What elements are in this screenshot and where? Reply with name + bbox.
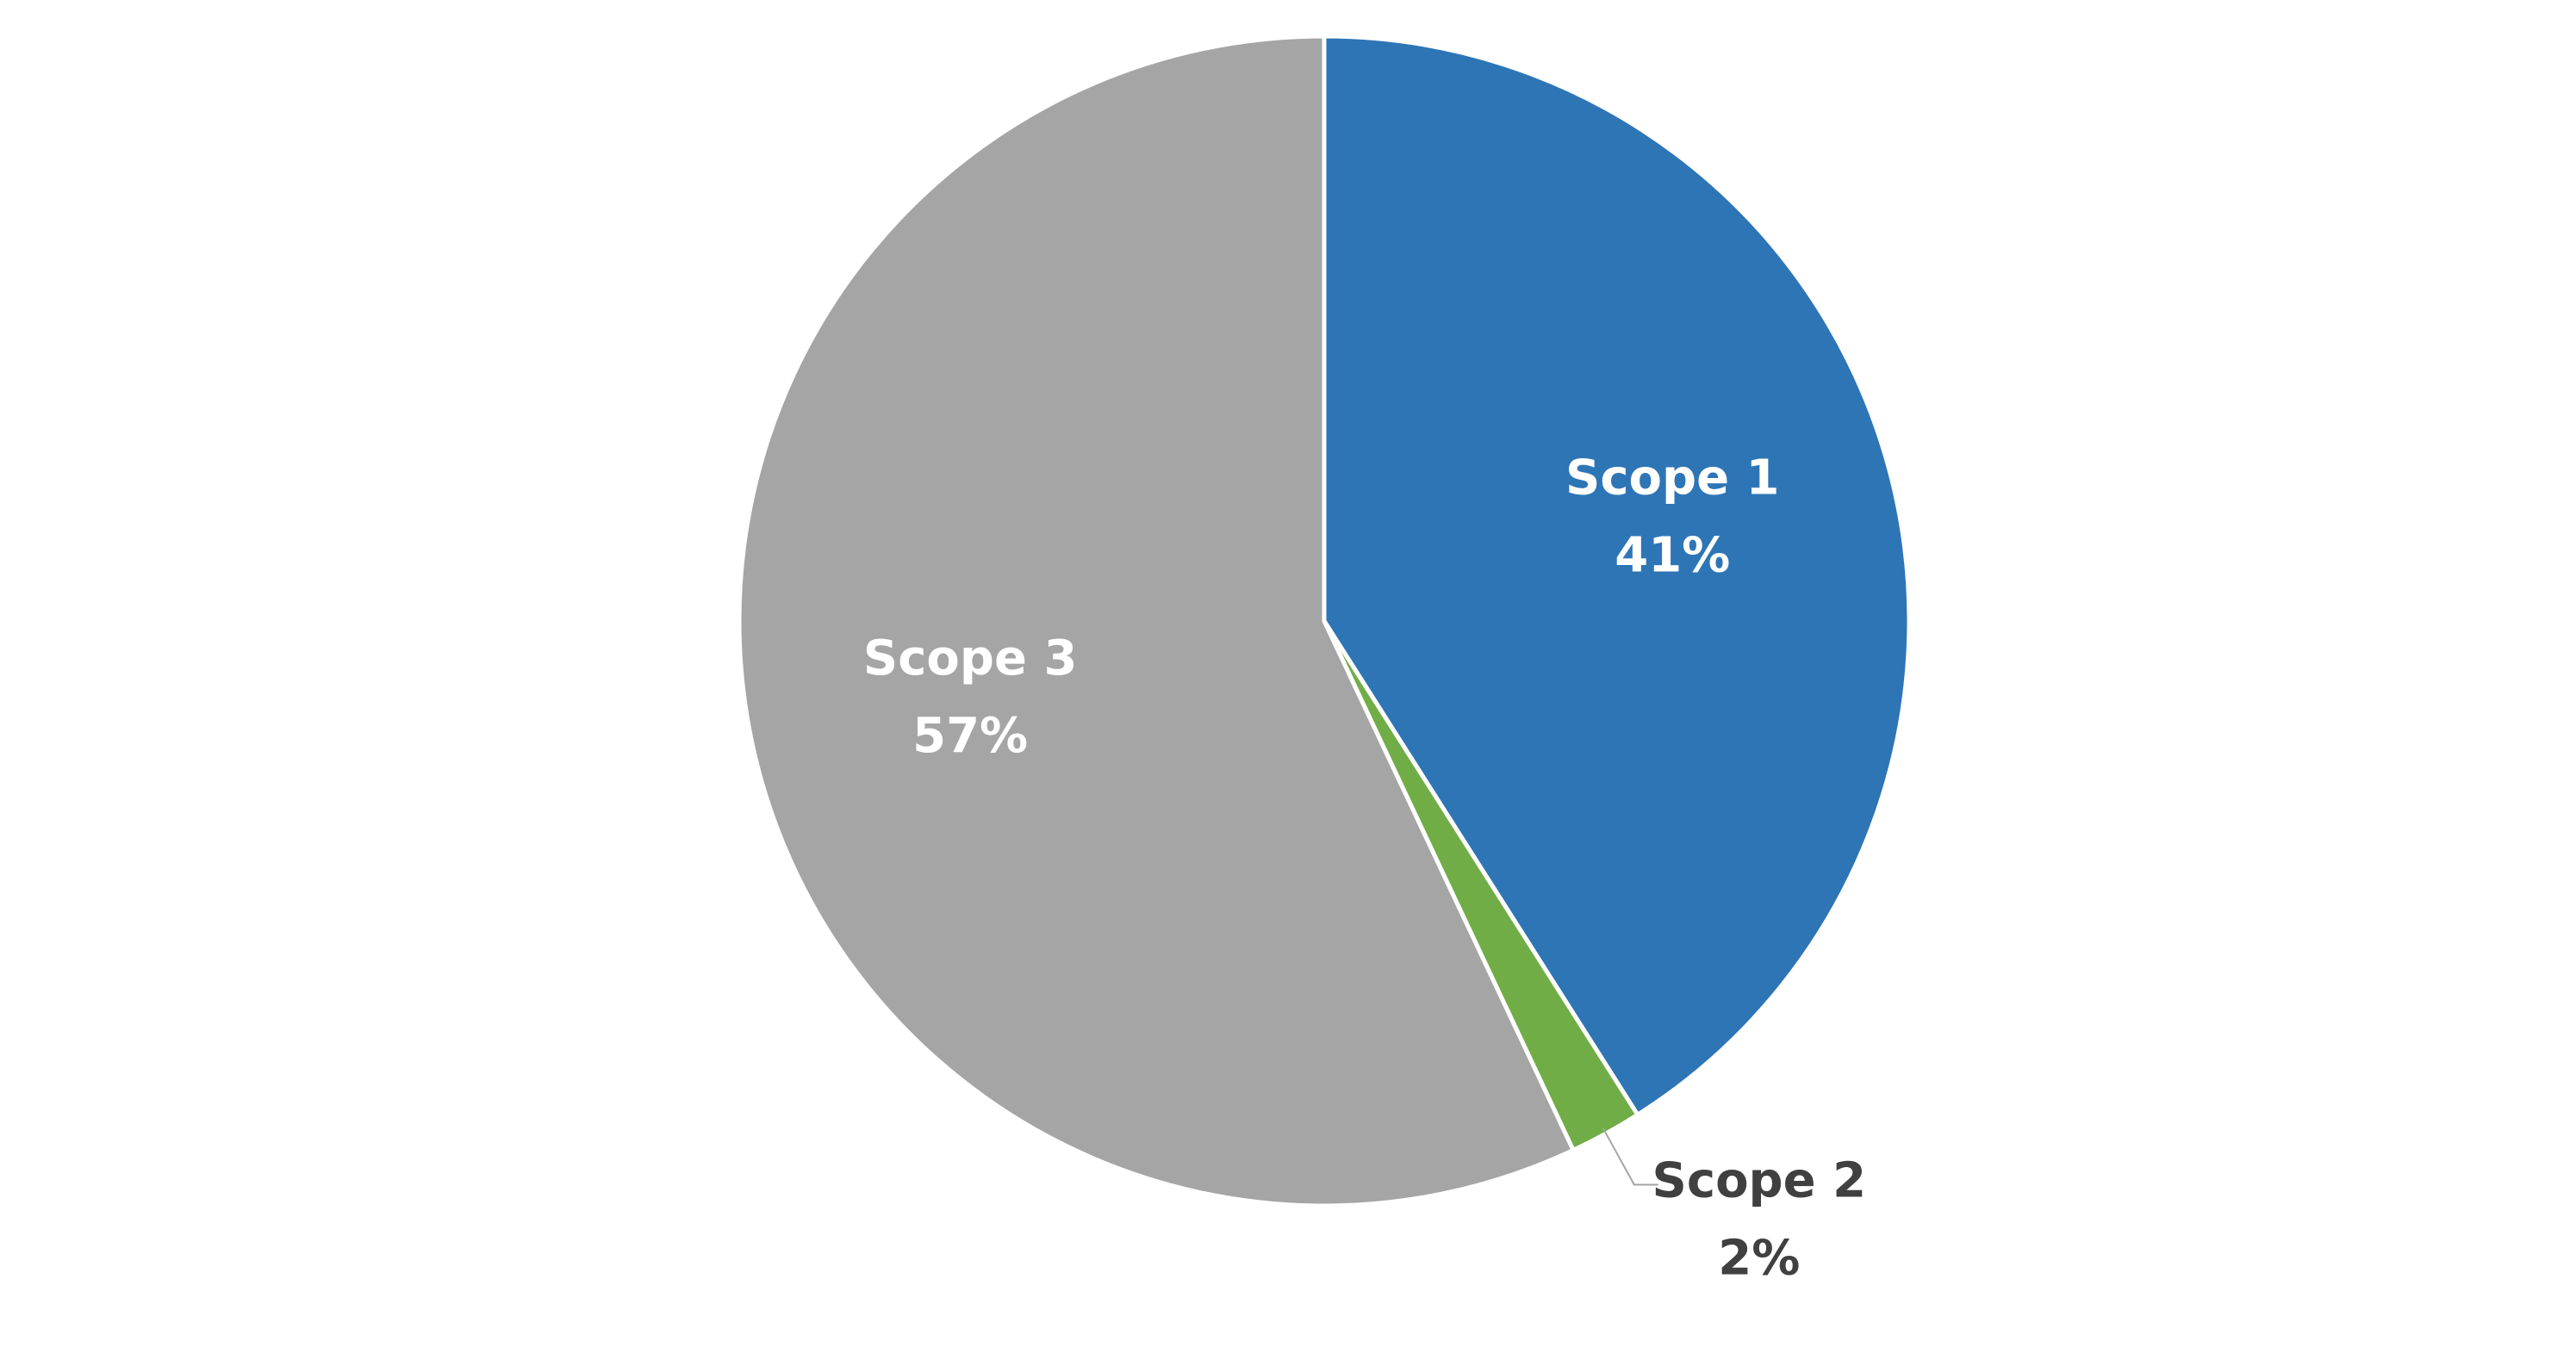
data-label-value: 2% — [1718, 1231, 1800, 1287]
data-label-category: Scope 3 — [863, 630, 1078, 686]
pie-slice — [1322, 34, 1912, 1117]
pie-slice — [737, 34, 1576, 1208]
data-label-category: Scope 2 — [1652, 1153, 1867, 1209]
data-label-category: Scope 1 — [1565, 450, 1780, 506]
data-label-value: 41% — [1615, 528, 1730, 584]
leader-line — [1602, 1127, 1658, 1186]
data-label-value: 57% — [912, 708, 1028, 764]
